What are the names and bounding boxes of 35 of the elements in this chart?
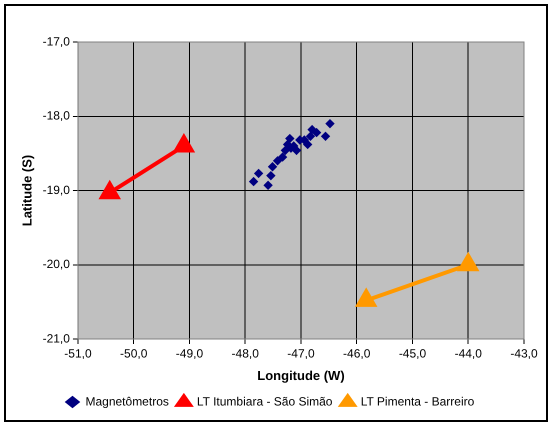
legend-label: LT Pimenta - Barreiro (360, 394, 475, 408)
x-tick-label: -51,0 (64, 346, 92, 361)
x-axis-title: Longitude (W) (257, 368, 345, 383)
point (458, 254, 478, 272)
point (254, 168, 264, 178)
x-tick-label: -44,0 (454, 346, 482, 361)
x-tick-label: -43,0 (510, 346, 538, 361)
y-tick-label: -18,0 (42, 108, 70, 123)
y-tick-label: -20,0 (42, 257, 70, 272)
y-tick-label: -21,0 (42, 331, 70, 346)
y-tick-label: -17,0 (42, 34, 70, 48)
legend-label: Magnetômetros (85, 394, 169, 408)
point (321, 132, 330, 141)
point (356, 289, 376, 307)
point (273, 156, 282, 166)
point (249, 177, 258, 186)
point (278, 152, 288, 162)
y-tick-label: -19,0 (42, 182, 70, 197)
point (325, 119, 334, 128)
point (303, 140, 312, 149)
x-tick-label: -47,0 (287, 346, 315, 361)
x-tick-label: -45,0 (398, 346, 426, 361)
point (268, 162, 278, 172)
point (264, 180, 273, 190)
point (266, 171, 276, 180)
x-tick-label: -49,0 (176, 346, 204, 361)
point (285, 134, 294, 144)
x-tick-label: -46,0 (343, 346, 371, 361)
point (312, 128, 322, 138)
legend-label: LT Itumbiara - São Simão (196, 394, 333, 408)
point (306, 132, 315, 141)
x-tick-label: -48,0 (232, 346, 260, 361)
y-axis-title: Latitude (S) (19, 154, 34, 226)
x-tick-label: -50,0 (120, 346, 148, 361)
point (292, 146, 302, 155)
